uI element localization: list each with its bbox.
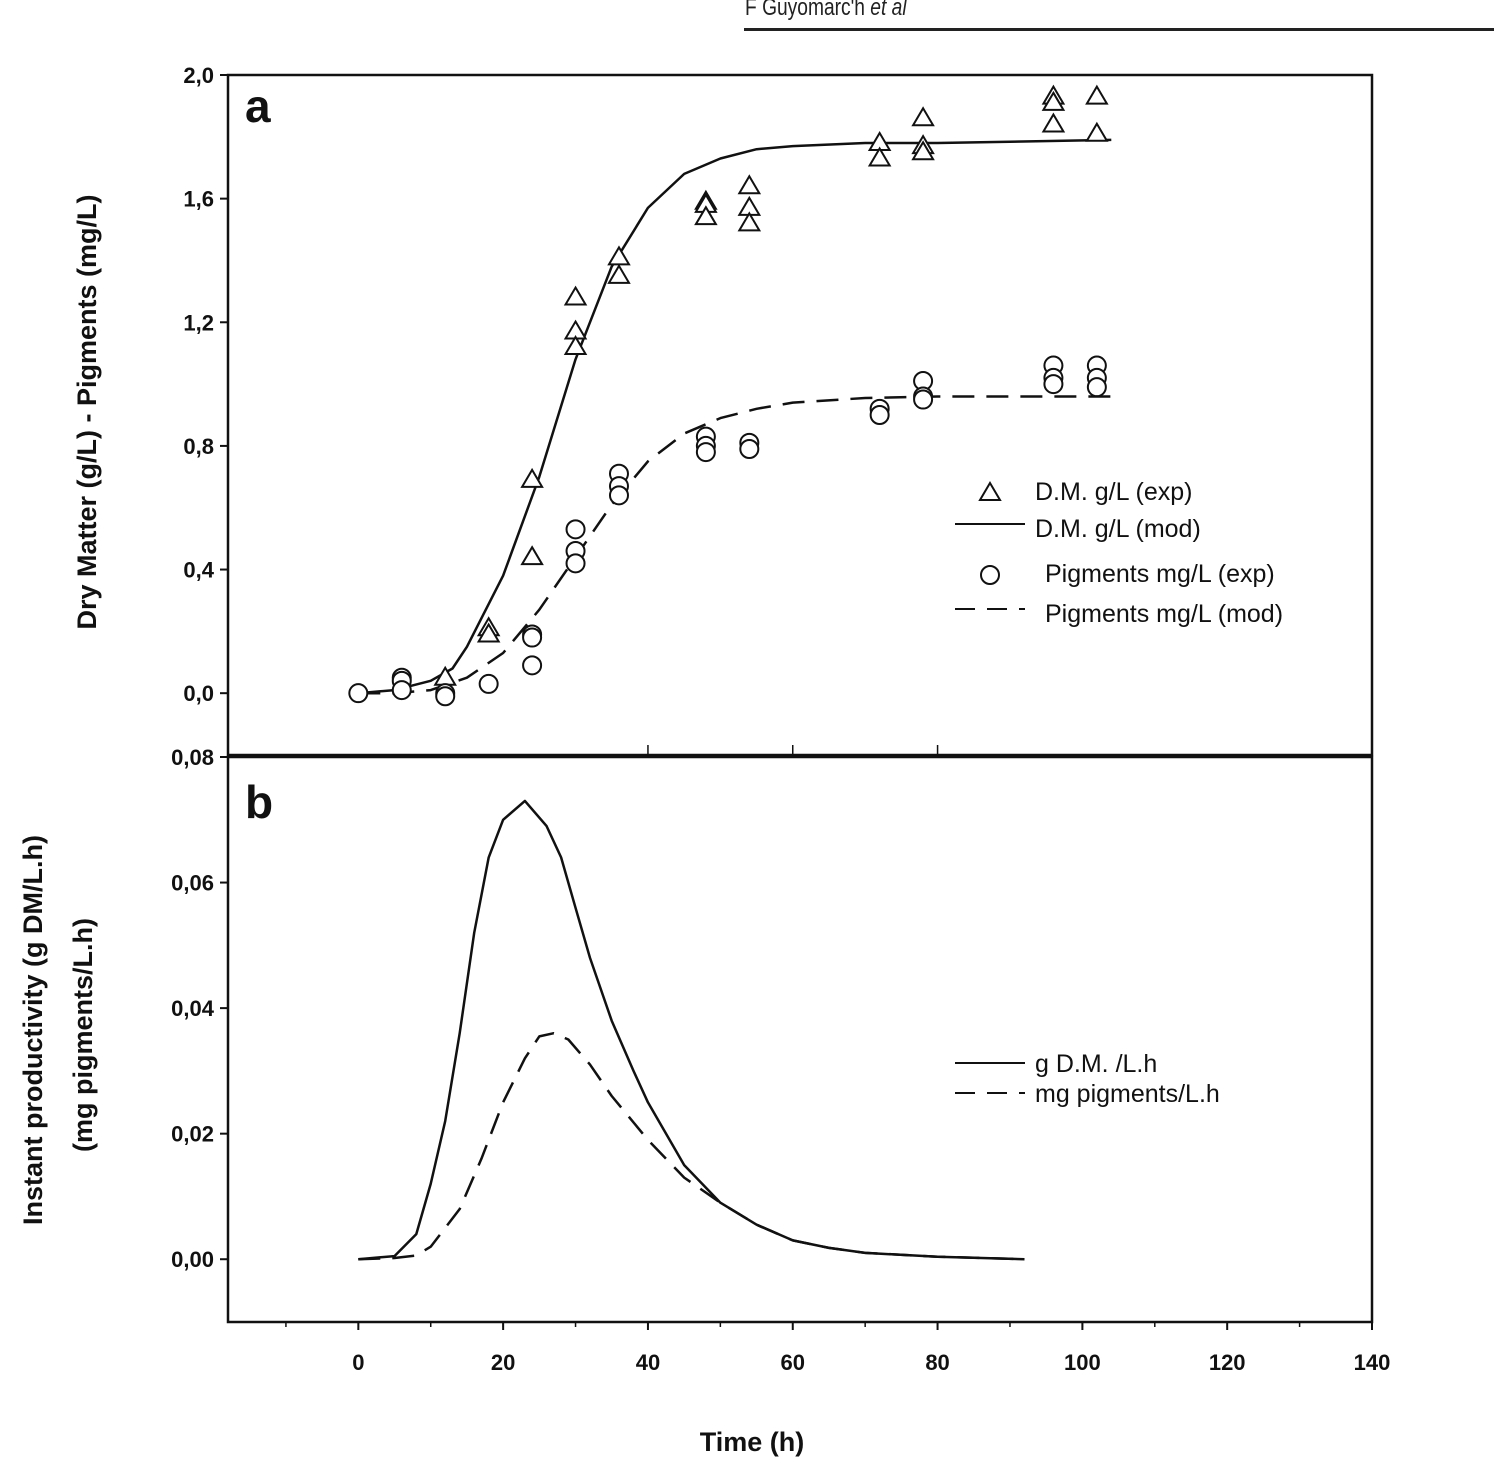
y-tick-label-a: 1,2 [183,310,214,335]
x-axis-title: Time (h) [700,1427,805,1457]
triangle-point [867,146,892,167]
y-axis-title-a: Dry Matter (g/L) - Pigments (mg/L) [72,194,102,629]
y-axis-title-b: Instant productivity (g DM/L.h) [18,835,48,1225]
y-tick-label-a: 0,0 [183,681,214,706]
y-tick-label-b: 0,00 [171,1247,214,1272]
circle-point [1086,377,1107,398]
triangle-point [1041,90,1066,111]
circle-point [565,519,586,540]
circle-point [565,553,586,574]
triangle-point [520,545,544,566]
legend-label-b: mg pigments/L.h [1035,1080,1220,1108]
series-line-a-1 [358,138,1112,695]
triangle-point [1085,121,1109,142]
triangle-point [737,211,762,232]
x-tick-label: 20 [491,1350,515,1375]
header-rule [744,28,1494,31]
panel-label-b: b [245,776,273,828]
y-tick-label-a: 2,0 [183,63,214,88]
circle-point [391,680,412,701]
x-tick-label: 120 [1209,1350,1246,1375]
legend-marker-a [980,565,1000,585]
plot-frame-b [226,755,1374,1324]
x-tick-label: 80 [925,1350,949,1375]
circle-point [913,389,934,410]
circle-point [348,683,369,704]
panel-label-a: a [245,80,271,132]
circle-point [695,442,716,463]
series-line-b-0 [358,799,1025,1261]
y-tick-label-a: 0,4 [183,558,214,583]
legend-label-a: Pigments mg/L (mod) [1045,600,1283,628]
legend-label-a: D.M. g/L (mod) [1035,515,1201,543]
running-head-etal: et al [870,0,907,21]
circle-point [869,405,890,425]
x-tick-label: 140 [1354,1350,1391,1375]
triangle-point [607,245,631,266]
running-head: F Guyomarc'h et al [745,0,907,22]
legend-label-b: g D.M. /L.h [1035,1050,1157,1078]
y-tick-label-a: 1,6 [183,187,214,212]
circle-point [522,627,543,648]
x-tick-label: 100 [1064,1350,1101,1375]
triangle-point [694,205,718,226]
triangle-point [1041,112,1066,133]
x-tick-label: 40 [636,1350,660,1375]
y-tick-label-b: 0,02 [171,1122,214,1147]
triangle-point [1085,84,1109,105]
y-axis-title-b2: (mg pigments/L.h) [68,918,98,1152]
circle-point [608,485,629,506]
triangle-point [911,140,935,161]
circle-point [1043,374,1064,395]
legend-label-a: Pigments mg/L (exp) [1045,560,1275,588]
legend-label-a: D.M. g/L (exp) [1035,478,1192,506]
triangle-point [737,174,762,195]
circle-point [435,686,456,707]
running-head-author: F Guyomarc'h [745,0,865,21]
x-tick-label: 60 [781,1350,805,1375]
triangle-point [911,106,935,127]
circle-point [478,673,499,694]
series-line-a-3 [358,395,1112,695]
circle-point [739,439,760,459]
plot-frame-a [226,73,1374,757]
y-tick-label-b: 0,04 [171,996,215,1021]
triangle-point [563,285,588,306]
x-tick-label: 0 [352,1350,364,1375]
legend-marker-a [978,481,1002,501]
triangle-point [476,622,501,643]
circle-point [522,655,543,676]
y-tick-label-a: 0,8 [183,434,214,459]
y-tick-label-b: 0,08 [171,745,214,770]
triangle-point [607,263,631,284]
y-tick-label-b: 0,06 [171,871,214,896]
triangle-point [563,335,588,355]
triangle-point [520,467,544,488]
series-line-b-1 [358,1031,1025,1261]
